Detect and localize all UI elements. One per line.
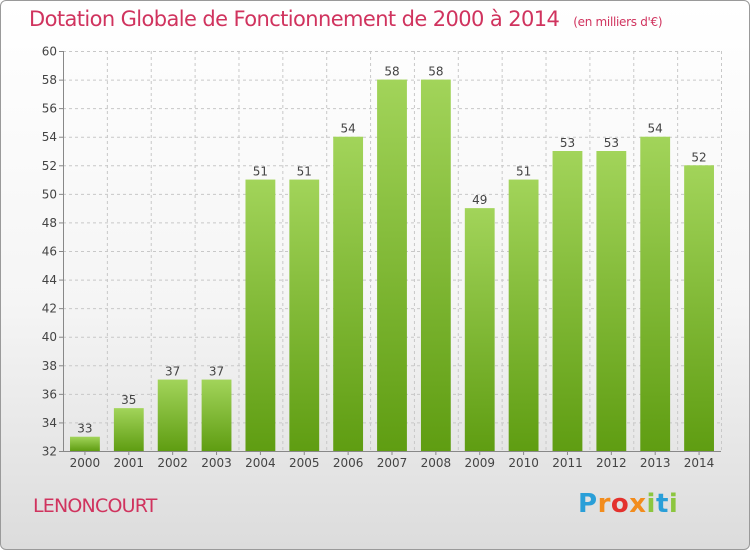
proxiti-logo[interactable]: Proxiti	[578, 489, 678, 519]
bar	[70, 436, 100, 451]
bar-value-label: 52	[691, 150, 706, 164]
y-tick-label: 48	[42, 216, 57, 230]
bar	[508, 179, 539, 452]
x-tick-label: 2010	[508, 456, 539, 470]
y-tick-label: 54	[42, 130, 57, 144]
bar-value-label: 37	[209, 365, 224, 379]
x-tick-label: 2008	[421, 456, 452, 470]
bars: 33 35 37 37 51 51 54 58 58 49 51 53 53 54 52	[70, 65, 714, 452]
x-tick-label: 2013	[640, 456, 671, 470]
bar-value-label: 49	[472, 193, 487, 207]
y-tick-label: 34	[42, 416, 57, 430]
bar-value-label: 58	[428, 65, 443, 79]
bar	[113, 408, 144, 451]
bar	[245, 179, 276, 452]
x-tick-label: 2011	[552, 456, 583, 470]
x-tick-label: 2009	[464, 456, 495, 470]
bar-value-label: 33	[77, 422, 92, 436]
y-tick-label: 38	[42, 359, 57, 373]
y-tick-label: 44	[42, 273, 57, 287]
chart-title-text: Dotation Globale de Fonctionnement de 20…	[29, 7, 560, 31]
bar-value-label: 53	[560, 136, 575, 150]
y-tick-label: 56	[42, 102, 57, 116]
y-tick-label: 46	[42, 245, 57, 259]
bar	[201, 379, 232, 451]
axes: 32 34 36 38 40 42 44 46 48 50 52 54 56 58 60 2000 2001 20…	[42, 45, 721, 470]
chart-unit: (en milliers d'€)	[573, 15, 663, 29]
x-tick-label: 2003	[201, 456, 232, 470]
bar	[640, 136, 671, 451]
bar	[684, 165, 714, 452]
bar	[464, 208, 495, 451]
logo-letter: r	[597, 489, 611, 519]
x-tick-label: 2002	[157, 456, 188, 470]
bar	[157, 379, 188, 451]
x-tick-label: 2012	[596, 456, 627, 470]
logo-letter: i	[668, 489, 679, 519]
bar-value-label: 51	[297, 165, 312, 179]
bar-value-label: 51	[516, 165, 531, 179]
x-tick-label: 2005	[289, 456, 320, 470]
y-tick-label: 32	[42, 445, 57, 459]
bar	[377, 79, 407, 452]
bar	[289, 179, 320, 452]
logo-letter: t	[655, 489, 669, 519]
chart-title: Dotation Globale de Fonctionnement de 20…	[29, 7, 663, 31]
bar-value-label: 35	[121, 393, 136, 407]
y-tick-label: 36	[42, 387, 57, 401]
x-tick-label: 2007	[377, 456, 408, 470]
y-tick-label: 58	[42, 73, 57, 87]
y-tick-label: 50	[42, 187, 57, 201]
bar	[596, 151, 627, 451]
bar-value-label: 53	[604, 136, 619, 150]
y-tick-label: 60	[42, 45, 57, 59]
bar-value-label: 54	[648, 122, 663, 136]
y-tick-label: 52	[42, 159, 57, 173]
logo-letter: x	[629, 489, 647, 519]
bar-value-label: 37	[165, 365, 180, 379]
x-tick-label: 2000	[70, 456, 101, 470]
logo-letter: o	[610, 489, 630, 519]
bar	[333, 136, 364, 451]
bar	[552, 151, 583, 451]
y-tick-label: 40	[42, 330, 57, 344]
x-tick-label: 2004	[245, 456, 276, 470]
y-tick-label: 42	[42, 302, 57, 316]
x-tick-label: 2001	[114, 456, 145, 470]
bar	[420, 79, 451, 452]
logo-letter: i	[646, 489, 656, 519]
bar-value-label: 58	[384, 65, 399, 79]
x-tick-label: 2006	[333, 456, 364, 470]
logo-letter: P	[578, 489, 598, 519]
bar-value-label: 54	[340, 122, 355, 136]
commune-name: LENONCOURT	[33, 495, 157, 517]
bar-value-label: 51	[253, 165, 268, 179]
x-tick-label: 2014	[684, 456, 715, 470]
